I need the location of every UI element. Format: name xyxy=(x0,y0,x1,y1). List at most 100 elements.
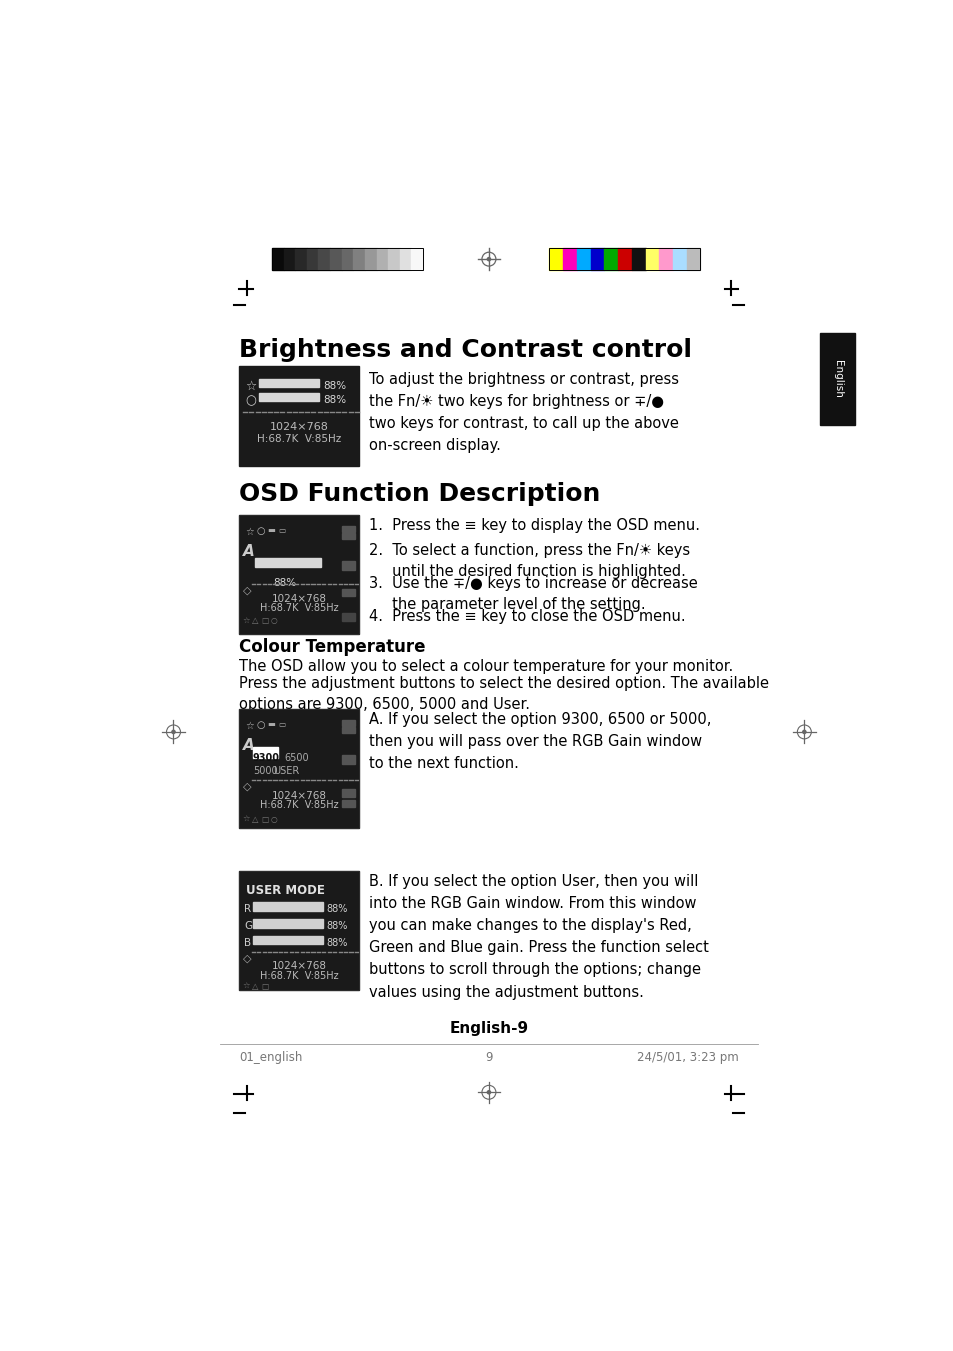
Text: G: G xyxy=(244,920,252,931)
Bar xyxy=(253,936,323,944)
Text: ○: ○ xyxy=(245,394,256,408)
Bar xyxy=(239,366,359,466)
Text: △: △ xyxy=(252,982,258,992)
Text: ▬: ▬ xyxy=(267,720,274,730)
Text: 9300: 9300 xyxy=(252,754,279,763)
Text: English-9: English-9 xyxy=(449,1020,528,1036)
Bar xyxy=(253,919,323,928)
Text: 4.  Press the ≡ key to close the OSD menu.: 4. Press the ≡ key to close the OSD menu… xyxy=(369,609,684,624)
Bar xyxy=(342,800,355,808)
Bar xyxy=(411,249,422,270)
Bar xyxy=(353,249,365,270)
Text: A: A xyxy=(243,544,254,559)
Text: B. If you select the option User, then you will
into the RGB Gain window. From t: B. If you select the option User, then y… xyxy=(369,874,708,1000)
Bar xyxy=(659,249,672,270)
Text: 5000: 5000 xyxy=(253,766,277,775)
Text: ☆: ☆ xyxy=(245,720,254,731)
Text: ◇: ◇ xyxy=(242,782,251,792)
Bar xyxy=(399,249,411,270)
Text: A: A xyxy=(243,738,254,753)
Text: ○: ○ xyxy=(256,527,265,536)
Text: 24/5/01, 3:23 pm: 24/5/01, 3:23 pm xyxy=(636,1051,738,1065)
Text: A. If you select the option 9300, 6500 or 5000,
then you will pass over the RGB : A. If you select the option 9300, 6500 o… xyxy=(369,712,710,771)
Text: USER: USER xyxy=(274,766,299,775)
Bar xyxy=(258,393,319,401)
Text: 88%: 88% xyxy=(323,394,346,405)
Bar xyxy=(283,249,294,270)
Text: ☆: ☆ xyxy=(242,815,250,824)
Text: ☆: ☆ xyxy=(245,380,256,393)
Bar xyxy=(631,249,645,270)
Bar xyxy=(253,902,323,911)
Text: OSD Function Description: OSD Function Description xyxy=(239,482,600,505)
Bar xyxy=(342,613,355,621)
Text: To adjust the brightness or contrast, press
the Fn/☀ two keys for brightness or : To adjust the brightness or contrast, pr… xyxy=(369,372,679,453)
Text: H:68.7K  V:85Hz: H:68.7K V:85Hz xyxy=(259,604,338,613)
Text: ◇: ◇ xyxy=(242,954,251,963)
Text: ○: ○ xyxy=(270,616,276,626)
Bar xyxy=(549,249,562,270)
Text: □: □ xyxy=(261,616,268,626)
Bar xyxy=(341,249,353,270)
Text: 88%: 88% xyxy=(323,381,346,390)
Bar xyxy=(318,249,330,270)
Bar xyxy=(590,249,603,270)
Text: 9: 9 xyxy=(485,1051,492,1065)
Text: △: △ xyxy=(252,616,258,626)
Bar xyxy=(239,870,359,990)
Bar xyxy=(388,249,399,270)
Bar xyxy=(342,589,355,596)
Circle shape xyxy=(801,730,806,734)
Bar xyxy=(342,561,355,570)
Bar xyxy=(618,249,631,270)
Text: 1.  Press the ≡ key to display the OSD menu.: 1. Press the ≡ key to display the OSD me… xyxy=(369,517,700,532)
Text: 3.  Use the ∓/● keys to increase or decrease
     the parameter level of the set: 3. Use the ∓/● keys to increase or decre… xyxy=(369,577,697,612)
Text: ○: ○ xyxy=(270,815,276,824)
Text: 1024×768: 1024×768 xyxy=(272,792,326,801)
Bar xyxy=(253,747,278,758)
Text: 88%: 88% xyxy=(326,904,347,915)
Text: The OSD allow you to select a colour temperature for your monitor.: The OSD allow you to select a colour tem… xyxy=(239,659,733,674)
Bar xyxy=(577,249,590,270)
Text: ☆: ☆ xyxy=(242,982,250,992)
Bar xyxy=(342,720,355,725)
Text: 1024×768: 1024×768 xyxy=(270,423,328,432)
Bar xyxy=(645,249,659,270)
Bar xyxy=(672,249,686,270)
Text: △: △ xyxy=(252,815,258,824)
Bar xyxy=(603,249,618,270)
Bar xyxy=(376,249,388,270)
Text: ▭: ▭ xyxy=(278,527,285,535)
Text: Colour Temperature: Colour Temperature xyxy=(239,638,425,657)
Bar xyxy=(819,334,855,426)
Text: H:68.7K  V:85Hz: H:68.7K V:85Hz xyxy=(256,434,341,444)
Text: 2.  To select a function, press the Fn/☀ keys
     until the desired function is: 2. To select a function, press the Fn/☀ … xyxy=(369,543,689,580)
Bar xyxy=(239,515,359,634)
Text: □: □ xyxy=(261,815,268,824)
Bar xyxy=(239,709,359,828)
Bar xyxy=(365,249,376,270)
Text: □: □ xyxy=(261,982,268,992)
Bar xyxy=(342,534,355,539)
Text: English: English xyxy=(832,361,841,399)
Text: Brightness and Contrast control: Brightness and Contrast control xyxy=(239,338,692,362)
Bar xyxy=(342,789,355,797)
Bar xyxy=(307,249,318,270)
Circle shape xyxy=(171,730,175,734)
Text: H:68.7K  V:85Hz: H:68.7K V:85Hz xyxy=(259,800,338,811)
Bar xyxy=(239,870,359,990)
Bar xyxy=(342,755,355,765)
Bar xyxy=(294,249,307,270)
Text: ▬: ▬ xyxy=(267,527,274,535)
Text: ☆: ☆ xyxy=(242,616,250,626)
Text: USER MODE: USER MODE xyxy=(245,885,324,897)
Text: H:68.7K  V:85Hz: H:68.7K V:85Hz xyxy=(259,970,338,981)
Text: ◇: ◇ xyxy=(242,585,251,596)
Bar xyxy=(258,380,319,386)
Text: ☆: ☆ xyxy=(245,527,254,536)
Text: 1024×768: 1024×768 xyxy=(272,962,326,971)
Bar xyxy=(272,249,422,270)
Bar xyxy=(239,515,359,634)
Bar xyxy=(239,709,359,828)
Bar xyxy=(549,249,700,270)
